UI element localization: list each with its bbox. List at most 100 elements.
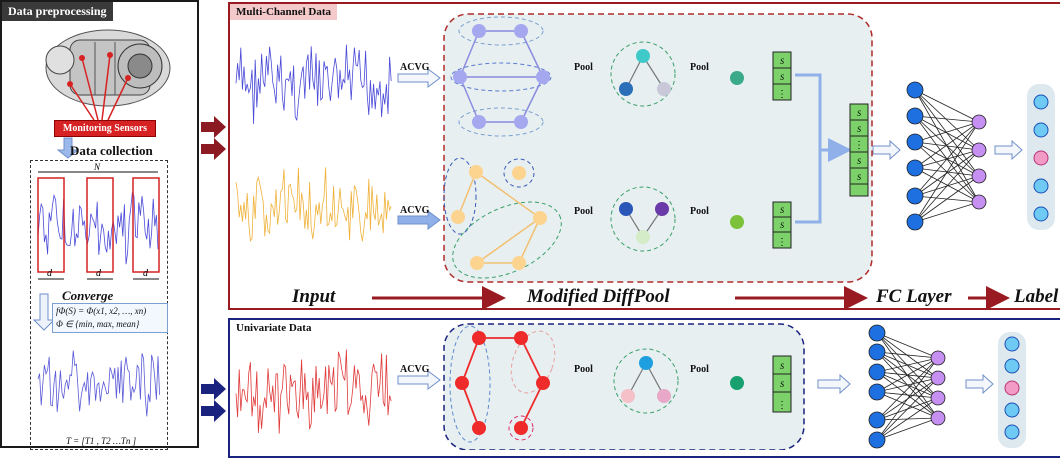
converge-label: Converge — [62, 288, 114, 303]
formula-line-1: fΦ(S) = Φ(x1, x2, …, xn) — [56, 306, 147, 316]
fc-connection — [876, 332, 939, 399]
fc-layer-uni — [868, 324, 946, 449]
fc-connection — [914, 201, 980, 223]
fc-connection — [914, 115, 980, 151]
fc-connection — [876, 391, 939, 419]
fc-connection — [914, 149, 980, 197]
fc-connection — [914, 121, 980, 169]
red-visibility-graph — [449, 325, 556, 443]
fc-neuron — [971, 114, 987, 130]
multi-channel-panel — [228, 2, 1060, 310]
fc-neuron — [868, 324, 886, 342]
fc-connection — [914, 149, 980, 223]
svg-text:S: S — [857, 173, 861, 182]
label-column-uni — [998, 332, 1026, 448]
pool-label-6: Pool — [690, 364, 709, 375]
merge-connector — [795, 73, 852, 224]
arrow-icon — [201, 400, 226, 422]
univariate-title: Univariate Data — [236, 322, 312, 334]
acvg-label-1: ACVG — [400, 62, 430, 73]
fc-connection — [914, 175, 980, 223]
arrow-icon — [32, 293, 56, 331]
fc-neuron — [930, 370, 946, 386]
svg-text:S: S — [780, 380, 784, 389]
fc-neuron — [906, 107, 924, 125]
fc-neuron — [868, 383, 886, 401]
window-size-d-2: d — [96, 268, 101, 279]
diffpool-box-multi — [443, 13, 873, 283]
acvg-label-3: ACVG — [400, 364, 430, 375]
diffpool-box-uni — [443, 323, 805, 450]
pool-label-1: Pool — [574, 62, 593, 73]
fc-layer-top — [906, 81, 987, 231]
multi-channel-title: Multi-Channel Data — [230, 4, 338, 20]
t-formula: T = [T1 , T2 …Tn ] — [66, 436, 137, 446]
aggregation-formula: fΦ(S) = Φ(x1, x2, …, xn) Φ ∈ {min, max, … — [52, 303, 168, 333]
arrow-icon — [397, 210, 441, 230]
fc-neuron — [930, 410, 946, 426]
fc-connection — [914, 121, 980, 197]
fc-connection — [914, 89, 980, 151]
flow-fc-layer: FC Layer — [876, 286, 952, 307]
pool-label-5: Pool — [574, 364, 593, 375]
fc-connection — [876, 351, 939, 359]
fc-neuron — [868, 411, 886, 429]
fc-neuron — [930, 350, 946, 366]
fc-neuron — [868, 431, 886, 449]
blue-channel-signal — [235, 44, 392, 124]
fc-neuron — [971, 142, 987, 158]
fc-connection — [876, 377, 939, 393]
fc-neuron — [906, 133, 924, 151]
svg-text:S: S — [780, 57, 784, 66]
fc-neuron — [906, 159, 924, 177]
svg-text:⋮: ⋮ — [777, 237, 787, 248]
arrow-icon — [201, 138, 226, 160]
embedding-top: S S ⋮ — [772, 51, 792, 101]
fc-connection — [914, 89, 980, 123]
orange-visibility-graph — [443, 157, 562, 279]
flow-input: Input — [292, 286, 336, 307]
svg-text:⋮: ⋮ — [777, 400, 787, 411]
fc-connection — [914, 141, 980, 151]
pooled-graph-uni — [613, 348, 744, 414]
blue-visibility-graph — [450, 16, 552, 137]
preprocessing-panel — [0, 0, 199, 448]
data-collection-label: Data collection — [70, 143, 153, 158]
fc-connection — [914, 115, 980, 123]
fc-connection — [876, 332, 939, 359]
fc-connection — [914, 121, 980, 143]
preprocessing-title: Data preprocessing — [2, 2, 113, 21]
univariate-signal — [235, 349, 392, 434]
svg-text:S: S — [780, 362, 784, 371]
svg-text:⋮: ⋮ — [777, 89, 787, 100]
fc-neuron — [906, 187, 924, 205]
fc-neuron — [868, 363, 886, 381]
arrow-icon — [201, 116, 226, 138]
svg-text:⋮: ⋮ — [854, 140, 864, 151]
svg-text:S: S — [780, 206, 784, 215]
fc-connection — [876, 357, 939, 421]
flow-label: Label — [1014, 286, 1059, 307]
window-size-d-3: d — [143, 268, 148, 279]
fc-connection — [914, 121, 980, 223]
svg-text:S: S — [780, 73, 784, 82]
pooled-graph-bottom — [610, 186, 744, 252]
svg-text:S: S — [857, 157, 861, 166]
svg-text:S: S — [857, 109, 861, 118]
label-column-top — [1027, 84, 1055, 230]
window-size-d-1: d — [47, 268, 52, 279]
embedding-uni: S S ⋮ — [772, 355, 792, 413]
fc-neuron — [930, 390, 946, 406]
window-length-n: N — [94, 162, 101, 172]
pool-label-4: Pool — [690, 206, 709, 217]
flow-diffpool: Modified DiffPool — [527, 286, 670, 307]
svg-text:S: S — [857, 125, 861, 134]
fc-connection — [876, 377, 939, 441]
embedding-bottom: S S ⋮ — [772, 201, 792, 249]
fc-connection — [876, 357, 939, 373]
arrow-icon — [56, 137, 80, 159]
fc-connection — [876, 357, 939, 393]
univariate-panel — [228, 318, 1060, 458]
fc-connection — [914, 167, 980, 203]
